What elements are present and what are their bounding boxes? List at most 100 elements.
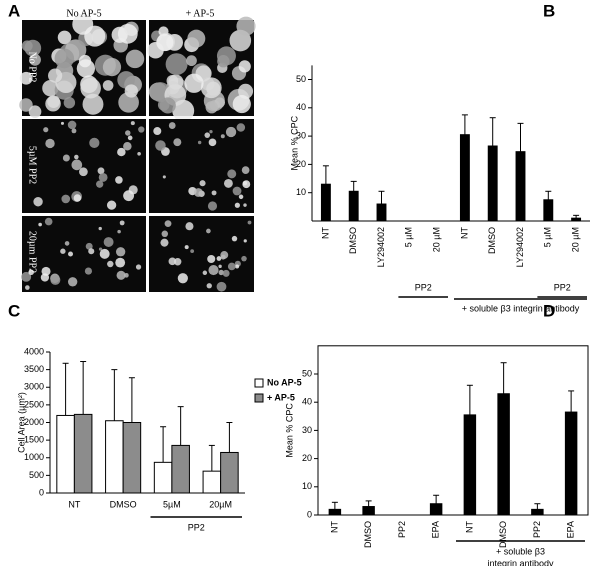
cell (168, 122, 176, 129)
row-label: 5µM PP2 (27, 146, 38, 184)
panel-letter: D (543, 301, 555, 320)
micrograph (149, 119, 254, 213)
y-tick-label: 40 (302, 397, 312, 407)
cell (102, 80, 114, 91)
cell (127, 135, 133, 141)
cell (135, 264, 142, 270)
cell (98, 226, 102, 231)
cell (117, 229, 121, 234)
cell (74, 154, 79, 160)
cell (209, 129, 213, 134)
cell (125, 130, 131, 136)
cell (123, 190, 135, 202)
cell (117, 147, 126, 157)
bar (105, 420, 124, 494)
cell (85, 242, 93, 250)
cell (205, 101, 218, 114)
cell (67, 120, 77, 130)
cell (99, 248, 110, 259)
cell (64, 241, 70, 246)
bar (571, 217, 582, 222)
cell (207, 254, 216, 264)
bar (320, 183, 331, 222)
cell (185, 222, 194, 231)
x-tick-label: DMSO (487, 227, 497, 254)
y-tick-label: 10 (296, 187, 306, 197)
cell (206, 283, 212, 289)
cell (57, 30, 72, 45)
cell (63, 96, 76, 109)
bar (543, 199, 554, 222)
x-tick-label: NT (459, 227, 469, 239)
bar (376, 203, 387, 222)
cell (115, 247, 126, 257)
cell (84, 267, 93, 275)
cell (236, 123, 246, 132)
cell (117, 71, 135, 89)
x-tick-label: 20 µM (431, 227, 441, 252)
cell (47, 95, 61, 109)
cell (184, 73, 204, 93)
bar (564, 411, 578, 516)
cell (162, 175, 166, 179)
cell (98, 173, 108, 182)
cell (19, 71, 33, 85)
legend-swatch (254, 378, 264, 388)
cell (117, 23, 138, 44)
cell (222, 269, 230, 277)
cell (33, 197, 43, 207)
x-tick-label: DMSO (110, 499, 137, 509)
cell (79, 167, 88, 177)
cell (61, 194, 71, 204)
cell (60, 121, 65, 125)
cell (200, 77, 222, 99)
cell (190, 249, 195, 254)
cell (218, 264, 222, 269)
y-tick-label: 4000 (24, 346, 44, 356)
cell (177, 273, 188, 284)
bar (328, 508, 342, 516)
cell (40, 273, 50, 282)
group-label: PP2 (188, 522, 205, 532)
y-tick-label: 50 (302, 368, 312, 378)
cell (62, 154, 70, 162)
x-tick-label: 5 µM (543, 227, 553, 247)
micrograph (22, 216, 146, 292)
y-tick-label: 30 (296, 130, 306, 140)
cell (45, 138, 55, 149)
group-label: + soluble β3 integrin antibody (462, 303, 580, 313)
x-tick-label: PP2 (397, 521, 407, 538)
y-tick-label: 10 (302, 481, 312, 491)
y-tick-label: 1500 (24, 435, 44, 445)
cell (97, 167, 105, 175)
y-tick-label: 3000 (24, 382, 44, 392)
cell (211, 190, 217, 196)
cell (218, 269, 224, 276)
cell (156, 33, 174, 52)
cell (106, 200, 117, 210)
row-label: No PP2 (27, 52, 38, 83)
bar (515, 151, 526, 222)
cell (227, 262, 236, 271)
x-tick-label: LY294002 (376, 227, 386, 267)
cell (124, 272, 129, 278)
column-header: + AP-5 (186, 8, 215, 19)
cell (164, 220, 172, 228)
cell (216, 256, 222, 261)
cell (68, 251, 73, 257)
y-tick-label: 20 (302, 453, 312, 463)
x-tick-label: DMSO (498, 521, 508, 548)
x-tick-label: NT (329, 521, 339, 533)
bar (73, 413, 93, 494)
cell (231, 235, 238, 242)
cell (28, 269, 34, 276)
y-axis-label: Mean % CPC (289, 115, 299, 170)
cell (80, 77, 101, 99)
panel-letter: B (543, 1, 555, 20)
cell (165, 53, 188, 76)
group-label: integrin antibody (487, 558, 554, 566)
cell (102, 57, 122, 77)
cell (236, 16, 256, 36)
x-tick-label: NT (320, 227, 330, 239)
micrograph (149, 216, 254, 292)
